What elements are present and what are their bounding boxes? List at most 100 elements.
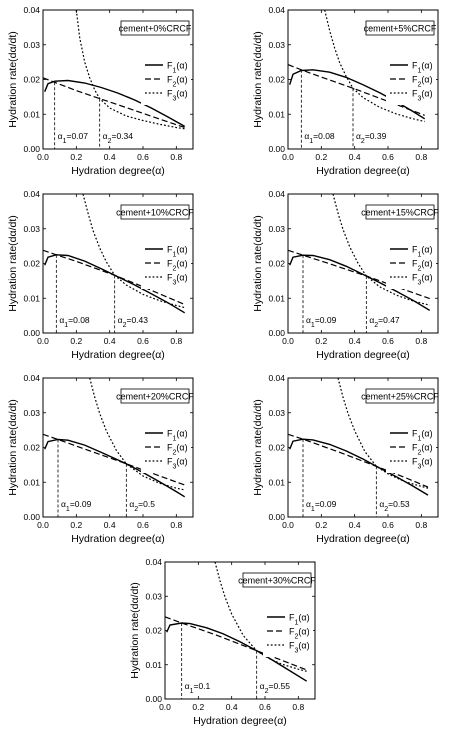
y-tick-label: 0.04 [268, 5, 285, 15]
x-tick-label: 0.8 [415, 152, 427, 162]
series-line-F2 [43, 433, 185, 486]
legend-entry: F1(α) [167, 245, 188, 259]
alpha-annotation-1: α1=0.09 [306, 315, 337, 329]
x-axis-label: Hydration degree(α) [193, 715, 287, 727]
chart-panel-1: 0.0 0.2 0.4 0.6 0.8 0.00 0.01 0.02 0.03 0.04 Hydra… [7, 5, 194, 177]
alpha-annotation-2: α2=0.55 [260, 681, 291, 695]
panel-label-box [365, 204, 435, 220]
x-tick-label: 0.2 [315, 336, 327, 346]
x-tick-label: 0.4 [349, 152, 361, 162]
panel-label-box [120, 204, 190, 220]
legend-entry: F1(α) [412, 429, 433, 443]
series-line-F1 [166, 622, 308, 682]
x-tick-label: 0.2 [70, 152, 82, 162]
legend-entry: F2(α) [289, 627, 310, 641]
y-tick-label: 0.01 [268, 477, 285, 487]
x-tick-label: 0.6 [382, 152, 394, 162]
y-tick-label: 0.00 [23, 512, 40, 522]
panel-label: cement+15%CRCF [361, 208, 439, 218]
y-tick-label: 0.03 [145, 591, 162, 601]
x-tick-label: 0.4 [104, 152, 116, 162]
alpha-annotation-1: α1=0.09 [306, 499, 337, 513]
alpha-annotation-1: α1=0.08 [59, 315, 90, 329]
x-tick-label: 0.4 [349, 520, 361, 530]
x-axis-label: Hydration degree(α) [316, 533, 410, 545]
y-tick-label: 0.00 [23, 328, 40, 338]
y-tick-label: 0.02 [23, 443, 40, 453]
legend: F1(α)F2(α)F3(α) [386, 241, 436, 289]
x-axis-label: Hydration degree(α) [71, 165, 165, 177]
panel-label: cement+25%CRCF [361, 392, 439, 402]
x-tick-label: 0.0 [282, 336, 294, 346]
series-line-F3 [214, 562, 307, 672]
x-tick-label: 0.4 [349, 336, 361, 346]
alpha-annotation-1: α1=0.07 [58, 131, 89, 145]
x-tick-label: 0.4 [104, 336, 116, 346]
alpha-annotation-2: α2=0.53 [379, 499, 410, 513]
y-axis-label: Hydration rate(dα/dt) [129, 582, 141, 679]
y-tick-label: 0.04 [23, 189, 40, 199]
y-tick-label: 0.01 [268, 109, 285, 119]
panel-label-box [365, 20, 435, 36]
chart-panel-3: 0.0 0.2 0.4 0.6 0.8 0.00 0.01 0.02 0.03 0.04 Hydra… [7, 189, 194, 361]
y-tick-label: 0.01 [23, 109, 40, 119]
x-tick-label: 0.6 [382, 520, 394, 530]
x-tick-label: 0.8 [170, 520, 182, 530]
panel-label-box [242, 572, 312, 588]
legend: F1(α)F2(α)F3(α) [141, 425, 191, 473]
series-line-F2 [288, 433, 429, 488]
series-line-F3 [89, 378, 185, 491]
x-tick-label: 0.0 [37, 520, 49, 530]
panel-label: cement+10%CRCF [116, 208, 194, 218]
x-tick-label: 0.0 [37, 152, 49, 162]
y-tick-label: 0.02 [23, 259, 40, 269]
alpha-annotation-2: α2=0.47 [369, 315, 400, 329]
y-tick-label: 0.00 [268, 144, 285, 154]
y-tick-label: 0.02 [23, 75, 40, 85]
alpha-annotation-2: α2=0.39 [356, 131, 387, 145]
y-tick-label: 0.03 [23, 408, 40, 418]
y-axis-label: Hydration rate(dα/dt) [7, 215, 19, 312]
x-tick-label: 0.0 [159, 702, 171, 712]
legend-entry: F3(α) [167, 89, 188, 103]
y-tick-label: 0.04 [145, 557, 162, 567]
series-line-F1 [289, 254, 431, 311]
series-line-F3 [332, 194, 430, 306]
panel-label-box [120, 388, 190, 404]
legend-entry: F2(α) [412, 259, 433, 273]
x-tick-label: 0.6 [137, 152, 149, 162]
y-tick-label: 0.00 [145, 694, 162, 704]
legend: F1(α)F2(α)F3(α) [386, 57, 436, 105]
x-tick-label: 0.2 [315, 152, 327, 162]
y-tick-label: 0.01 [23, 477, 40, 487]
x-tick-label: 0.0 [282, 520, 294, 530]
panel-label: cement+5%CRCF [364, 24, 437, 34]
legend-entry: F1(α) [167, 61, 188, 75]
y-tick-label: 0.03 [268, 40, 285, 50]
x-tick-label: 0.6 [137, 336, 149, 346]
y-axis-label: Hydration rate(dα/dt) [252, 215, 264, 312]
y-tick-label: 0.02 [268, 443, 285, 453]
legend-entry: F3(α) [289, 641, 310, 655]
chart-panel-5: 0.0 0.2 0.4 0.6 0.8 0.00 0.01 0.02 0.03 0.04 Hydra… [7, 373, 194, 545]
y-tick-label: 0.01 [23, 293, 40, 303]
legend-entry: F1(α) [289, 613, 310, 627]
y-axis-label: Hydration rate(dα/dt) [7, 31, 19, 128]
x-axis-label: Hydration degree(α) [71, 533, 165, 545]
x-tick-label: 0.8 [292, 702, 304, 712]
x-tick-label: 0.0 [37, 336, 49, 346]
x-tick-label: 0.4 [226, 702, 238, 712]
y-tick-label: 0.03 [268, 408, 285, 418]
series-line-F3 [82, 194, 185, 309]
series-line-F1 [44, 438, 186, 498]
y-axis-label: Hydration rate(dα/dt) [252, 31, 264, 128]
y-tick-label: 0.04 [23, 373, 40, 383]
legend-entry: F1(α) [412, 245, 433, 259]
y-tick-label: 0.04 [268, 189, 285, 199]
legend-entry: F1(α) [167, 429, 188, 443]
x-axis-label: Hydration degree(α) [71, 349, 165, 361]
y-tick-label: 0.00 [268, 328, 285, 338]
x-tick-label: 0.4 [104, 520, 116, 530]
x-axis-label: Hydration degree(α) [316, 349, 410, 361]
